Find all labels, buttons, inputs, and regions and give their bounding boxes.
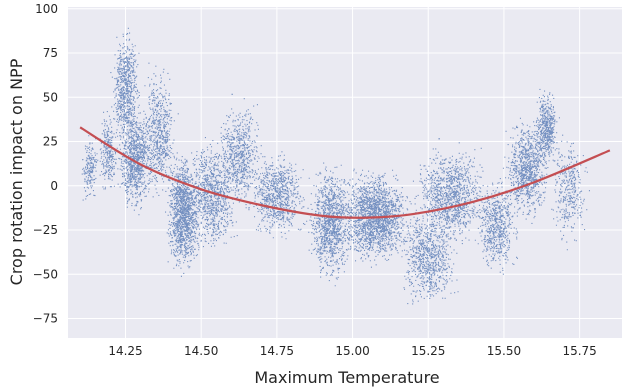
y-axis-label: Crop rotation impact on NPP: [7, 58, 26, 285]
y-tick-label: −25: [33, 223, 58, 237]
x-tick-label: 15.00: [335, 344, 369, 358]
scatter-point-cloud: [81, 27, 590, 305]
x-tick-label: 14.25: [108, 344, 142, 358]
x-tick-label: 15.50: [487, 344, 521, 358]
y-tick-labels: −75 −50 −25 0 25 50 75 100: [33, 2, 58, 326]
y-tick-label: 75: [43, 46, 58, 60]
x-tick-label: 14.50: [184, 344, 218, 358]
x-tick-label: 15.75: [562, 344, 596, 358]
x-axis-label: Maximum Temperature: [254, 368, 439, 387]
fit-curve: [79, 126, 611, 219]
y-tick-label: 50: [43, 90, 58, 104]
x-tick-label: 15.25: [411, 344, 445, 358]
x-tick-labels: 14.25 14.50 14.75 15.00 15.25 15.50 15.75: [108, 344, 596, 358]
y-tick-label: 0: [50, 179, 58, 193]
fit-curve-layer: [79, 126, 611, 219]
y-tick-label: 25: [43, 135, 58, 149]
y-tick-label: 100: [35, 2, 58, 16]
y-tick-label: −75: [33, 312, 58, 326]
x-tick-label: 14.75: [260, 344, 294, 358]
y-tick-label: −50: [33, 267, 58, 281]
scatter-points: [81, 27, 590, 305]
